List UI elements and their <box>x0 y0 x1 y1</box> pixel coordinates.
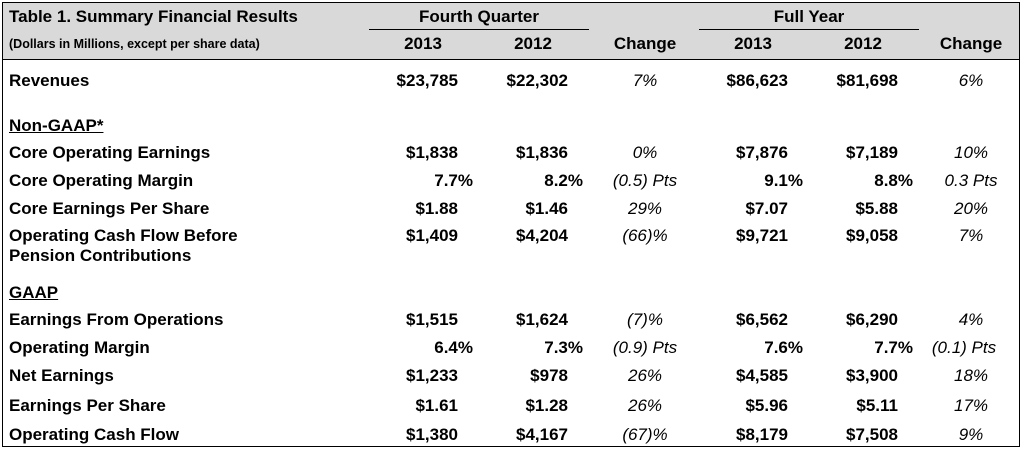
group-header-full-year: Full Year <box>773 7 845 26</box>
cell-fy-change: 10% <box>953 143 989 162</box>
cell-fy-2012: 7.7% <box>874 338 913 357</box>
cell-fy-2013: $4,585 <box>736 366 788 385</box>
cell-q4-2013: $23,785 <box>396 71 458 90</box>
cell-q4-2012: 8.2% <box>544 171 583 190</box>
cell-q4-2013: $1.88 <box>415 199 458 218</box>
cell-q4-2012: $22,302 <box>506 71 568 90</box>
cell-q4-2013: $1,515 <box>406 310 458 329</box>
cell-q4-2012: $978 <box>530 366 568 385</box>
cell-q4-2012: $4,167 <box>516 425 568 444</box>
cell-q4-change: 0% <box>632 143 658 162</box>
cell-fy-2013: $5.96 <box>745 396 788 415</box>
cell-q4-change: (0.9) Pts <box>612 338 678 357</box>
column-header-fy-2013: 2013 <box>734 34 772 53</box>
cell-q4-change: (66)% <box>622 226 668 245</box>
cell-q4-change: (0.5) Pts <box>612 171 678 190</box>
column-header-q4-change: Change <box>613 34 677 53</box>
cell-q4-change: (7)% <box>627 310 663 329</box>
cell-q4-change: 29% <box>627 199 663 218</box>
cell-fy-2013: $8,179 <box>736 425 788 444</box>
row-label: Core Operating Earnings <box>9 143 211 162</box>
cell-q4-2012: $1,624 <box>516 310 568 329</box>
cell-fy-2013: $86,623 <box>726 71 788 90</box>
row-label: Core Operating Margin <box>9 171 194 190</box>
row-label: Earnings From Operations <box>9 310 224 329</box>
group-underline-fourth-quarter <box>369 29 589 30</box>
table-header <box>3 3 1019 59</box>
cell-q4-change: 7% <box>632 71 658 90</box>
column-header-fy-change: Change <box>939 34 1003 53</box>
cell-q4-2013: $1.61 <box>415 396 458 415</box>
cell-fy-2012: $7,508 <box>846 425 898 444</box>
row-label-continued: Pension Contributions <box>9 246 192 265</box>
cell-fy-change: 20% <box>953 199 989 218</box>
cell-fy-2012: $3,900 <box>846 366 898 385</box>
column-header-fy-2012: 2012 <box>844 34 882 53</box>
cell-fy-2013: 9.1% <box>764 171 803 190</box>
cell-fy-2013: $7.07 <box>745 199 788 218</box>
cell-fy-change: 0.3 Pts <box>944 171 998 190</box>
cell-fy-2012: $9,058 <box>846 226 898 245</box>
header-divider <box>3 59 1019 60</box>
cell-fy-change: 7% <box>958 226 984 245</box>
cell-fy-change: (0.1) Pts <box>931 338 997 357</box>
cell-fy-2012: $5.11 <box>856 396 898 415</box>
cell-q4-2013: 7.7% <box>434 171 473 190</box>
group-underline-full-year <box>699 29 919 30</box>
table-subtitle: (Dollars in Millions, except per share d… <box>9 37 260 51</box>
cell-q4-change: 26% <box>627 396 663 415</box>
cell-fy-2013: 7.6% <box>764 338 803 357</box>
row-label: Earnings Per Share <box>9 396 166 415</box>
cell-fy-2012: $6,290 <box>846 310 898 329</box>
cell-fy-change: 6% <box>958 71 984 90</box>
cell-fy-change: 4% <box>958 310 984 329</box>
cell-fy-2012: $81,698 <box>836 71 898 90</box>
cell-fy-change: 17% <box>953 396 989 415</box>
cell-fy-2013: $9,721 <box>736 226 788 245</box>
column-header-q4-2013: 2013 <box>404 34 442 53</box>
row-label: Operating Cash Flow <box>9 425 180 444</box>
cell-q4-change: (67)% <box>622 425 668 444</box>
cell-q4-2013: $1,838 <box>406 143 458 162</box>
row-label: Operating Cash Flow Before <box>9 226 238 245</box>
cell-q4-2012: $4,204 <box>516 226 568 245</box>
cell-fy-2013: $6,562 <box>736 310 788 329</box>
cell-q4-2013: 6.4% <box>434 338 473 357</box>
section-heading-gaap: GAAP <box>9 283 59 302</box>
column-header-q4-2012: 2012 <box>514 34 552 53</box>
cell-q4-2012: $1,836 <box>516 143 568 162</box>
cell-fy-change: 18% <box>953 366 989 385</box>
cell-fy-2013: $7,876 <box>736 143 788 162</box>
cell-q4-2013: $1,409 <box>406 226 458 245</box>
cell-q4-2013: $1,233 <box>406 366 458 385</box>
table-title: Table 1. Summary Financial Results <box>9 7 298 26</box>
cell-q4-2013: $1,380 <box>406 425 458 444</box>
cell-fy-2012: 8.8% <box>874 171 913 190</box>
row-label: Net Earnings <box>9 366 114 385</box>
cell-q4-change: 26% <box>627 366 663 385</box>
group-header-fourth-quarter: Fourth Quarter <box>419 7 539 26</box>
cell-fy-2012: $5.88 <box>855 199 898 218</box>
cell-q4-2012: $1.46 <box>525 199 568 218</box>
cell-fy-2012: $7,189 <box>846 143 898 162</box>
section-heading-non-gaap: Non-GAAP* <box>9 116 104 135</box>
row-label: Operating Margin <box>9 338 150 357</box>
cell-q4-2012: 7.3% <box>544 338 583 357</box>
cell-fy-change: 9% <box>958 425 984 444</box>
row-label: Core Earnings Per Share <box>9 199 210 218</box>
cell-q4-2012: $1.28 <box>525 396 568 415</box>
row-label: Revenues <box>9 71 90 90</box>
